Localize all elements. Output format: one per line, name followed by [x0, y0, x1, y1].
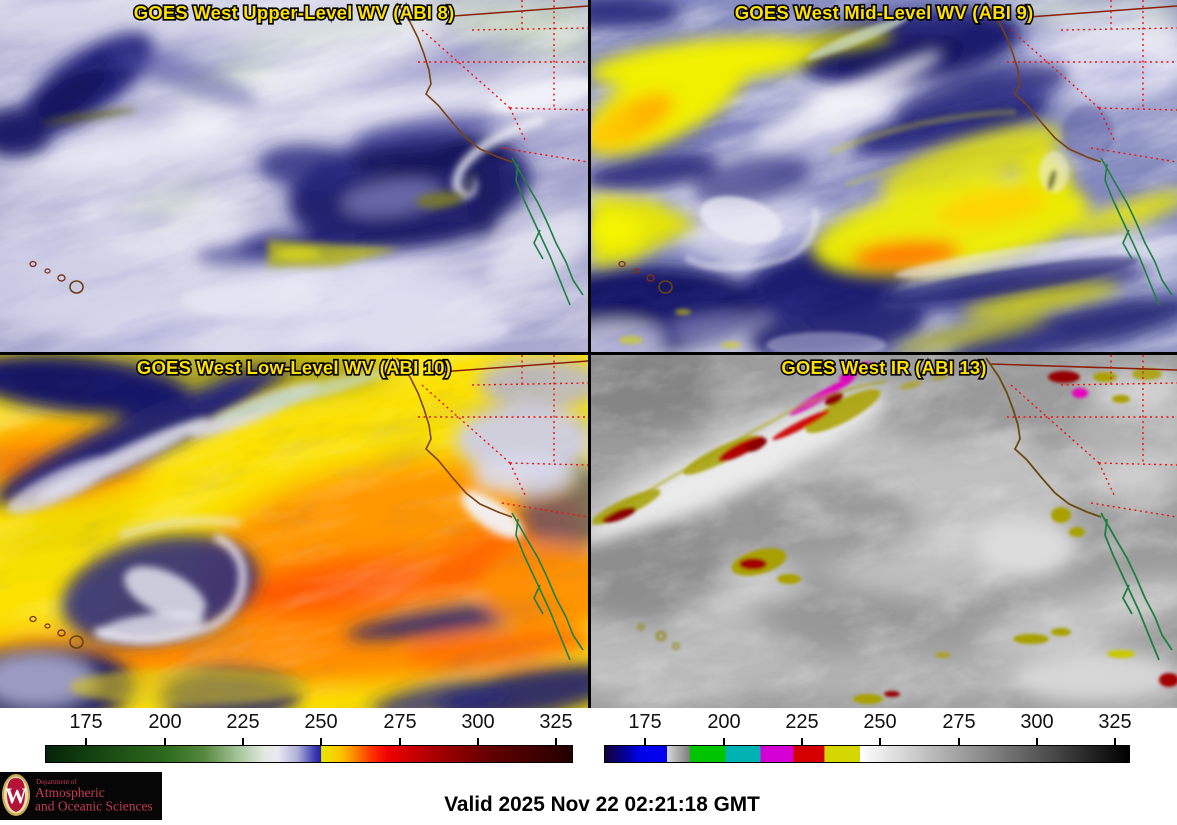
- svg-text:and Oceanic Sciences: and Oceanic Sciences: [35, 799, 153, 814]
- svg-text:Atmospheric: Atmospheric: [35, 785, 105, 800]
- svg-text:W: W: [5, 783, 27, 808]
- svg-text:Department of: Department of: [36, 778, 77, 786]
